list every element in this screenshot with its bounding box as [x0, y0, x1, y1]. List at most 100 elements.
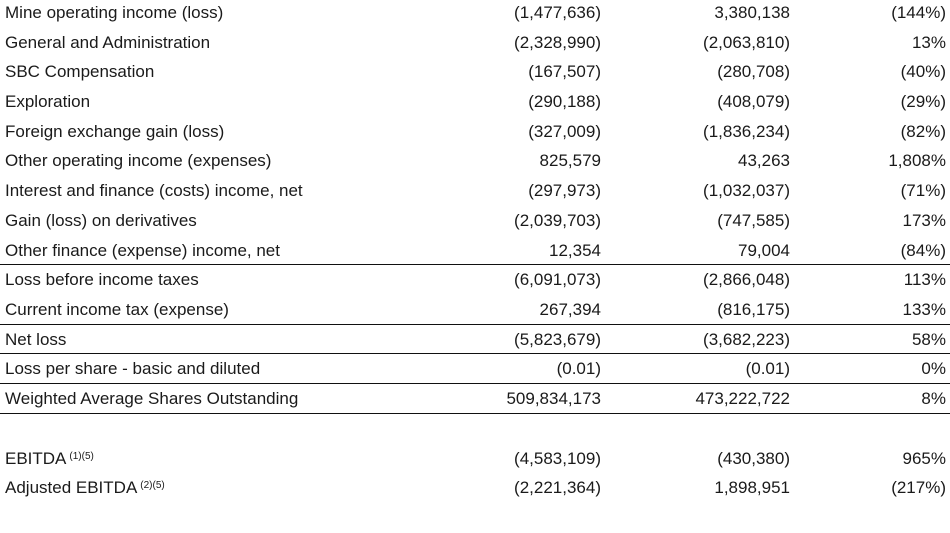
- row-label-text: Weighted Average Shares Outstanding: [5, 388, 299, 408]
- row-label-text: Net loss: [5, 329, 67, 349]
- table-row: Gain (loss) on derivatives (2,039,703) (74…: [0, 206, 950, 236]
- row-label: Other finance (expense) income, net: [5, 240, 280, 262]
- table-row: Weighted Average Shares Outstanding 509,8…: [0, 384, 950, 414]
- prior-period-value: (1,836,234): [703, 121, 790, 141]
- row-label: Adjusted EBITDA (2)(5): [5, 477, 165, 499]
- percent-change: 13%: [911, 32, 946, 52]
- row-label: Current income tax (expense): [5, 299, 229, 321]
- row-label-text: SBC Compensation: [5, 62, 155, 82]
- row-label-text: General and Administration: [5, 32, 211, 52]
- table-row: SBC Compensation (167,507) (280,708) (40%): [0, 57, 950, 87]
- current-period-value: (327,009): [528, 121, 601, 141]
- prior-period-value: (408,079): [717, 92, 790, 112]
- prior-period-value: (2,866,048): [703, 270, 790, 290]
- footnote-ref: (1)(5): [69, 450, 94, 462]
- percent-change: (40%): [900, 62, 946, 82]
- prior-period-value: (1,032,037): [703, 181, 790, 201]
- percent-change: 1,808%: [888, 151, 946, 171]
- percent-change: 133%: [902, 299, 946, 319]
- row-label: Loss per share - basic and diluted: [5, 358, 260, 380]
- prior-period-value: 3,380,138: [714, 3, 790, 22]
- row-label-text: Other finance (expense) income, net: [5, 240, 280, 260]
- prior-period-value: (0.01): [745, 359, 790, 379]
- table-row: Other operating income (expenses) 825,579…: [0, 146, 950, 176]
- row-label: General and Administration: [5, 32, 210, 54]
- current-period-value: 509,834,173: [506, 388, 601, 408]
- current-period-value: (297,973): [528, 181, 601, 201]
- prior-period-value: 473,222,722: [695, 388, 790, 408]
- row-label-text: Other operating income (expenses): [5, 151, 272, 171]
- current-period-value: (290,188): [528, 92, 601, 112]
- row-label: Foreign exchange gain (loss): [5, 121, 224, 143]
- spacer: [0, 414, 950, 444]
- financial-results-table: Mine operating income (loss) (1,477,636) 3…: [0, 0, 950, 503]
- percent-change: 173%: [902, 210, 946, 230]
- current-period-value: (2,221,364): [514, 478, 601, 498]
- row-label-text: Mine operating income (loss): [5, 3, 224, 22]
- current-period-value: (0.01): [556, 359, 601, 379]
- current-period-value: (5,823,679): [514, 329, 601, 349]
- current-period-value: (4,583,109): [514, 448, 601, 468]
- prior-period-value: 79,004: [738, 240, 790, 260]
- row-label: Exploration: [5, 91, 90, 113]
- table-row: Other finance (expense) income, net 12,35…: [0, 236, 950, 266]
- prior-period-value: (747,585): [717, 210, 790, 230]
- table-row: Loss before income taxes (6,091,073) (2,86…: [0, 265, 950, 295]
- current-period-value: 825,579: [539, 151, 601, 171]
- current-period-value: (2,039,703): [514, 210, 601, 230]
- percent-change: 58%: [911, 329, 946, 349]
- prior-period-value: (816,175): [717, 299, 790, 319]
- percent-change: (71%): [900, 181, 946, 201]
- percent-change: (82%): [900, 121, 946, 141]
- row-label-text: EBITDA: [5, 448, 67, 468]
- row-label: Net loss: [5, 329, 66, 351]
- current-period-value: (167,507): [528, 62, 601, 82]
- prior-period-value: 43,263: [738, 151, 790, 171]
- table-row: Interest and finance (costs) income, net…: [0, 176, 950, 206]
- row-label-text: Loss before income taxes: [5, 270, 199, 290]
- table-row: Loss per share - basic and diluted (0.01)…: [0, 354, 950, 384]
- table-row: Exploration (290,188) (408,079) (29%): [0, 87, 950, 117]
- prior-period-value: (280,708): [717, 62, 790, 82]
- percent-change: (144%): [891, 3, 946, 22]
- current-period-value: (6,091,073): [514, 270, 601, 290]
- percent-change: (29%): [900, 92, 946, 112]
- row-label-text: Foreign exchange gain (loss): [5, 121, 225, 141]
- prior-period-value: 1,898,951: [714, 478, 790, 498]
- percent-change: 8%: [921, 388, 946, 408]
- row-label-text: Gain (loss) on derivatives: [5, 210, 197, 230]
- prior-period-value: (3,682,223): [703, 329, 790, 349]
- percent-change: (84%): [900, 240, 946, 260]
- row-label: Mine operating income (loss): [5, 2, 223, 24]
- current-period-value: 267,394: [539, 299, 601, 319]
- row-label-text: Loss per share - basic and diluted: [5, 359, 261, 379]
- row-label: Other operating income (expenses): [5, 150, 271, 172]
- table-row: Adjusted EBITDA (2)(5) (2,221,364) 1,898,95…: [0, 473, 950, 503]
- table-row: Net loss (5,823,679) (3,682,223) 58%: [0, 325, 950, 355]
- current-period-value: (2,328,990): [514, 32, 601, 52]
- percent-change: (217%): [891, 478, 946, 498]
- row-label: Gain (loss) on derivatives: [5, 210, 197, 232]
- current-period-value: 12,354: [549, 240, 601, 260]
- row-label-text: Current income tax (expense): [5, 299, 229, 319]
- table-row: General and Administration (2,328,990) (2,…: [0, 28, 950, 58]
- row-label-text: Adjusted EBITDA: [5, 478, 138, 498]
- row-label-text: Exploration: [5, 92, 91, 112]
- table-row: EBITDA (1)(5) (4,583,109) (430,380) 965%: [0, 444, 950, 474]
- table-row: Foreign exchange gain (loss) (327,009) (1,…: [0, 117, 950, 147]
- row-label: Interest and finance (costs) income, net: [5, 180, 303, 202]
- row-label: EBITDA (1)(5): [5, 448, 94, 470]
- percent-change: 0%: [921, 359, 946, 379]
- row-label-text: Interest and finance (costs) income, net: [5, 181, 303, 201]
- row-label: Weighted Average Shares Outstanding: [5, 388, 298, 410]
- row-label: SBC Compensation: [5, 61, 154, 83]
- percent-change: 113%: [903, 270, 946, 290]
- current-period-value: (1,477,636): [514, 3, 601, 22]
- prior-period-value: (2,063,810): [703, 32, 790, 52]
- row-label: Loss before income taxes: [5, 269, 199, 291]
- footnote-ref: (2)(5): [140, 480, 165, 492]
- table-row: Current income tax (expense) 267,394 (816,…: [0, 295, 950, 325]
- percent-change: 965%: [902, 448, 946, 468]
- prior-period-value: (430,380): [717, 448, 790, 468]
- table-row: Mine operating income (loss) (1,477,636) 3…: [0, 0, 950, 28]
